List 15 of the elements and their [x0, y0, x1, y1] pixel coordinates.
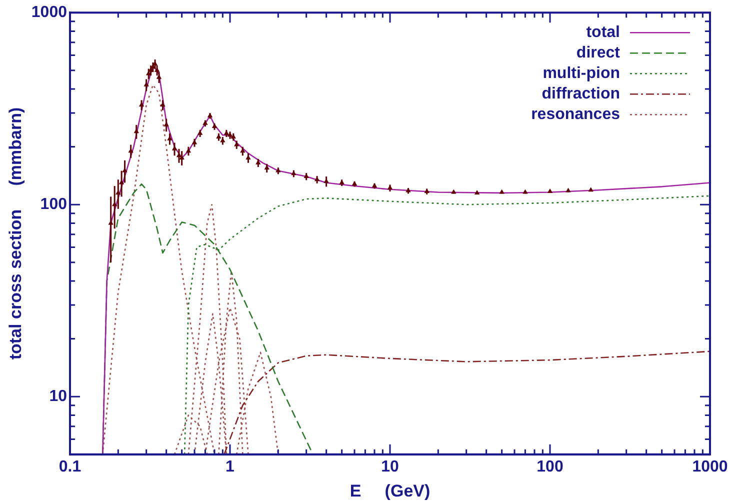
legend-label: diffraction	[542, 86, 620, 103]
x-axis-title: E (GeV)	[350, 481, 430, 500]
y-axis-title: total cross section (mmbarn)	[6, 107, 25, 360]
x-tick-label: 0.1	[58, 458, 82, 476]
y-tick-label: 1000	[31, 4, 68, 22]
legend-label: direct	[576, 44, 621, 62]
x-tick-label: 1	[226, 458, 235, 476]
x-tick-label: 1000	[692, 458, 728, 476]
legend-label: resonances	[531, 106, 620, 124]
legend-label: total	[586, 24, 620, 42]
x-tick-label: 100	[536, 458, 564, 476]
y-tick-label: 100	[40, 196, 68, 214]
y-tick-label: 10	[49, 388, 68, 406]
legend-label: multi-pion	[542, 65, 620, 82]
x-tick-label: 10	[381, 458, 399, 476]
